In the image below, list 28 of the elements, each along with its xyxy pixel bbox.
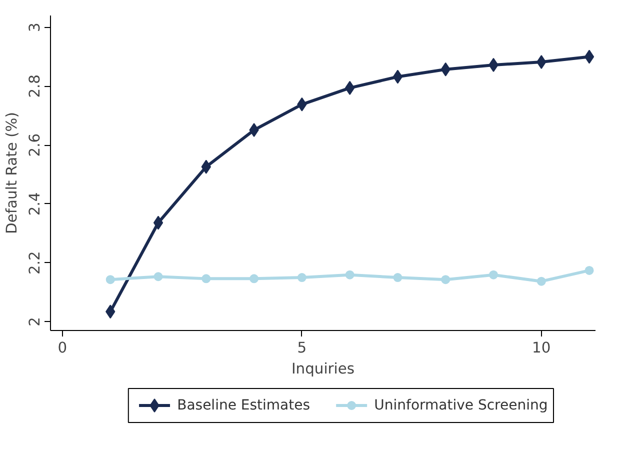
point xyxy=(106,275,115,284)
y-tick-label: 2 xyxy=(26,317,44,326)
x-tick-label: 0 xyxy=(58,340,68,356)
point xyxy=(153,216,164,230)
y-axis-title: Default Rate (%) xyxy=(4,112,20,234)
y-tick-label: 3 xyxy=(26,22,44,32)
point xyxy=(345,270,354,280)
point xyxy=(297,273,306,282)
point xyxy=(536,276,546,286)
point xyxy=(392,70,403,84)
point xyxy=(250,274,259,284)
x-tick-label: 10 xyxy=(532,340,551,356)
y-tick-label: 2.4 xyxy=(26,192,44,216)
y-tick-label: 2.6 xyxy=(26,133,44,157)
point xyxy=(393,273,402,282)
y-tick-label: 2.2 xyxy=(26,251,44,274)
point xyxy=(154,272,163,282)
point xyxy=(488,270,498,280)
point xyxy=(584,266,594,275)
x-tick-label: 5 xyxy=(297,340,307,356)
legend-label: Uninformative Screening xyxy=(374,398,548,414)
point xyxy=(344,80,355,95)
point xyxy=(584,50,594,64)
point xyxy=(441,275,450,284)
point xyxy=(202,274,211,284)
y-tick-label: 2.8 xyxy=(26,74,44,98)
legend-label: Baseline Estimates xyxy=(177,398,310,414)
x-axis-title: Inquiries xyxy=(291,360,355,378)
